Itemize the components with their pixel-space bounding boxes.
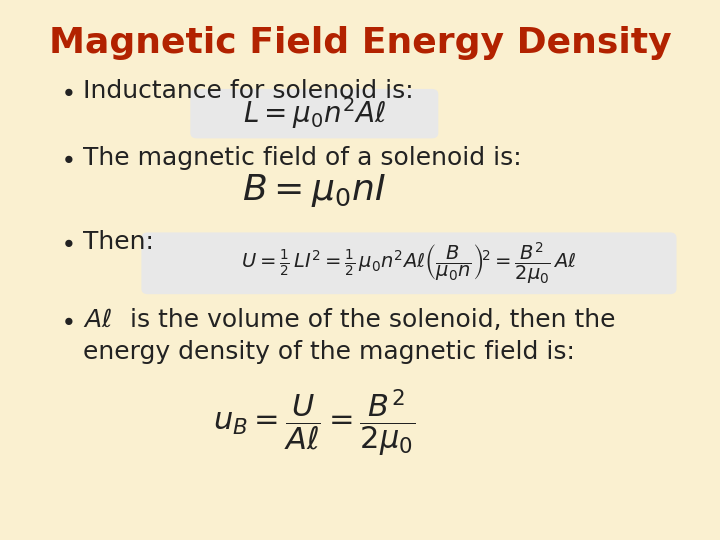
Text: $\bullet$: $\bullet$ (60, 79, 73, 103)
Text: Then:: Then: (83, 230, 153, 254)
Text: energy density of the magnetic field is:: energy density of the magnetic field is: (83, 340, 575, 364)
Text: The magnetic field of a solenoid is:: The magnetic field of a solenoid is: (83, 146, 521, 171)
Text: $\bullet$: $\bullet$ (60, 308, 73, 332)
Text: $\bullet$: $\bullet$ (60, 146, 73, 171)
Text: Magnetic Field Energy Density: Magnetic Field Energy Density (49, 25, 671, 59)
Text: $L = \mu_0 n^2 A\ell$: $L = \mu_0 n^2 A\ell$ (243, 94, 386, 131)
Text: $u_B = \dfrac{U}{A\ell} = \dfrac{B^2}{2\mu_0}$: $u_B = \dfrac{U}{A\ell} = \dfrac{B^2}{2\… (213, 388, 415, 458)
Text: $\bullet$: $\bullet$ (60, 230, 73, 254)
Text: Inductance for solenoid is:: Inductance for solenoid is: (83, 79, 413, 103)
Text: $B = \mu_0 nI$: $B = \mu_0 nI$ (243, 172, 386, 209)
Text: is the volume of the solenoid, then the: is the volume of the solenoid, then the (122, 308, 616, 332)
FancyBboxPatch shape (141, 232, 677, 294)
Text: $U = \frac{1}{2}\,LI^2 = \frac{1}{2}\,\mu_0 n^2 A\ell\left(\dfrac{B}{\mu_0 n}\ri: $U = \frac{1}{2}\,LI^2 = \frac{1}{2}\,\m… (241, 240, 577, 286)
Text: $A\ell$: $A\ell$ (83, 308, 112, 332)
FancyBboxPatch shape (190, 89, 438, 138)
